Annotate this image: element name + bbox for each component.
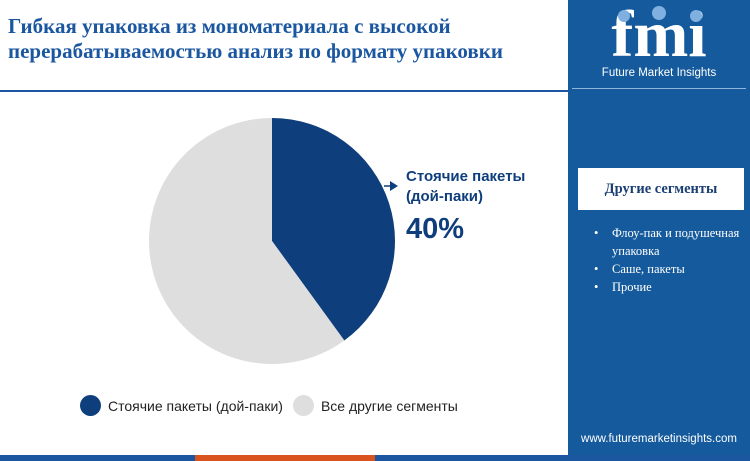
- bottom-bar-blue-left: [0, 455, 195, 461]
- legend-label-standup: Стоячие пакеты (дой-паки): [108, 397, 283, 414]
- legend-swatch-others: [292, 395, 314, 416]
- bottom-bar-blue-right: [375, 455, 750, 461]
- page-title: Гибкая упаковка из мономатериала с высок…: [8, 14, 503, 63]
- legend-label-others: Все другие сегменты: [320, 397, 458, 414]
- bottom-bar-orange: [195, 455, 375, 461]
- callout-label: Стоячие пакеты (дой-паки): [406, 168, 526, 205]
- pie-slice-other-segments: [149, 118, 345, 365]
- legend: Стоячие пакеты (дой-паки) Все другие сег…: [80, 395, 468, 416]
- other-segments-heading: Другие сегменты: [578, 168, 744, 210]
- logo-tagline: Future Market Insights: [601, 67, 717, 79]
- legend-item-others: Все другие сегменты: [292, 395, 458, 416]
- segment-item-sachets: Саше, пакеты: [590, 260, 740, 278]
- pie-slice-standup-pouches: [272, 117, 396, 341]
- fmi-logo: fmi Future Market Insights: [568, 0, 750, 90]
- segment-item-flowpack: Флоу-пак и подушечная упаковка: [590, 224, 740, 260]
- other-segments-list: Флоу-пак и подушечная упаковка Саше, пак…: [590, 224, 740, 296]
- title-divider: [0, 90, 568, 92]
- logo-divider: [572, 88, 746, 89]
- legend-item-standup: Стоячие пакеты (дой-паки): [80, 395, 283, 416]
- segment-item-others: Прочие: [590, 278, 740, 296]
- website-link[interactable]: www.futuremarketinsights.com: [581, 433, 737, 445]
- fmi-logo-mark-icon: fmi: [611, 0, 706, 71]
- pie-chart: [149, 117, 398, 365]
- callout-arrowhead-icon: [390, 181, 398, 191]
- legend-swatch-standup: [80, 395, 101, 416]
- callout-value: 40%: [406, 213, 465, 245]
